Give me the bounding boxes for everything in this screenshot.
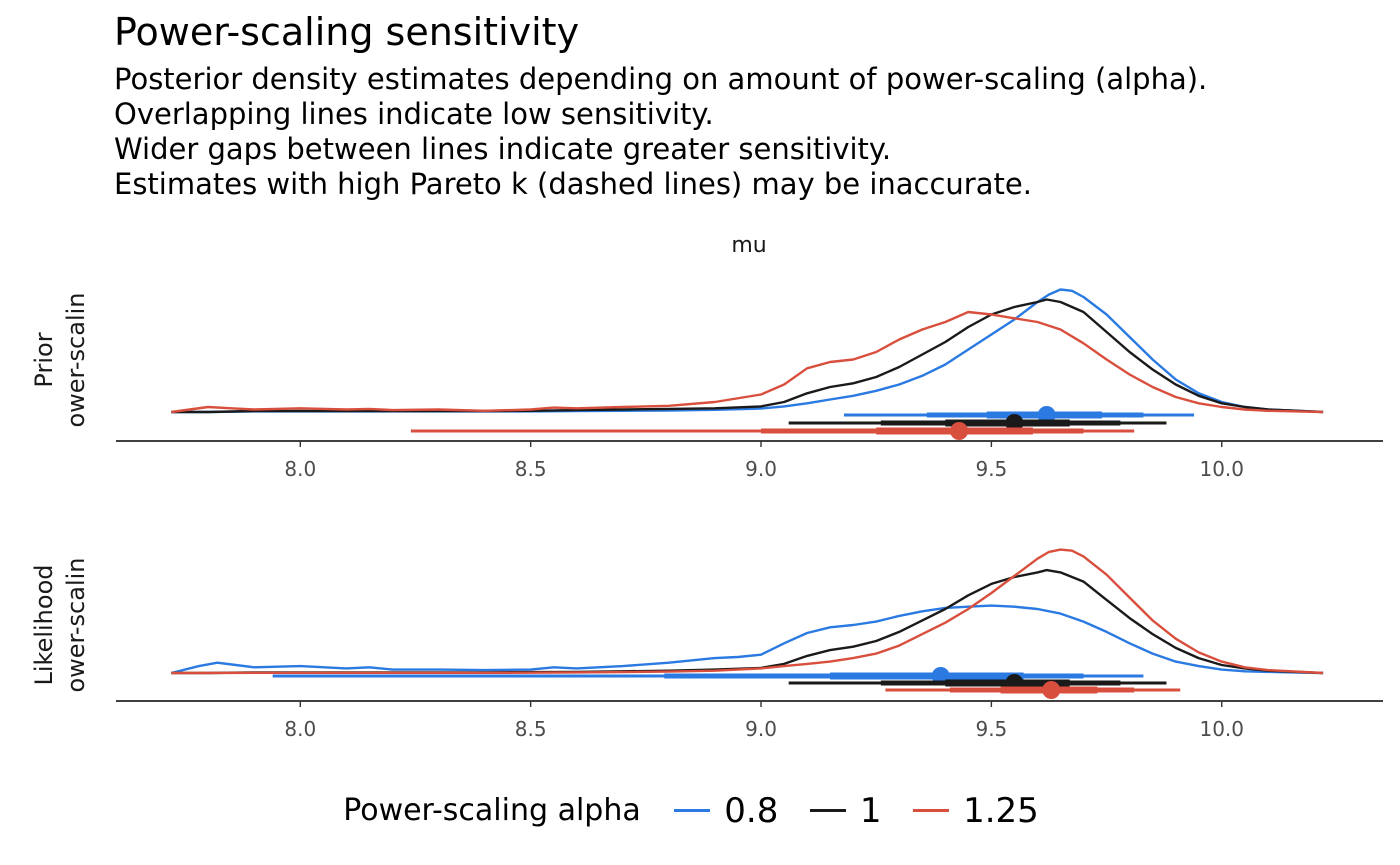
prior-row-label-line1: Prior [30, 332, 58, 387]
prior-interval-1-25-point [950, 422, 969, 440]
prior-tick-label-0: 8.0 [284, 457, 316, 481]
legend-label-0-8: 0.8 [724, 790, 779, 831]
facet-label: mu [731, 233, 766, 258]
likelihood-density-0-8 [171, 604, 1324, 675]
prior-density-1-25 [171, 310, 1324, 414]
likelihood-interval-1-25-point [1042, 681, 1061, 699]
prior-tick-label-2: 9.0 [745, 457, 777, 481]
legend-swatch-1 [809, 809, 846, 813]
legend-title: Power-scaling alpha [343, 792, 641, 828]
subtitle-line-4: Estimates with high Pareto k (dashed lin… [114, 167, 1032, 201]
likelihood-tick-label-3: 9.5 [975, 717, 1007, 741]
prior-tick-label-1: 8.5 [515, 457, 547, 481]
legend-label-1: 1 [859, 790, 882, 831]
likelihood-tick-label-2: 9.0 [745, 717, 777, 741]
likelihood-density-1-25 [171, 548, 1324, 675]
likelihood-row-label-line2: ower-scalin [62, 557, 90, 692]
prior-tick-label-3: 9.5 [975, 457, 1007, 481]
prior-tick-label-4: 10.0 [1199, 457, 1244, 481]
prior-density-0-8 [171, 288, 1324, 414]
likelihood-tick-label-4: 10.0 [1199, 717, 1244, 741]
legend-swatch-1-25 [913, 809, 950, 813]
subtitle-line-2: Overlapping lines indicate low sensitivi… [114, 97, 714, 131]
likelihood-tick-label-0: 8.0 [284, 717, 316, 741]
subtitle-line-1: Posterior density estimates depending on… [114, 62, 1208, 96]
legend-item-1: 1 [809, 790, 900, 831]
chart-subtitle: Posterior density estimates depending on… [114, 62, 1207, 202]
likelihood-density-1 [171, 568, 1324, 675]
legend-swatch-0-8 [674, 809, 711, 813]
legend-label-1-25: 1.25 [963, 790, 1039, 831]
prior-row-label-line2: ower-scalin [62, 292, 90, 427]
legend-item-1-25: 1.25 [913, 790, 1057, 831]
subtitle-line-3: Wider gaps between lines indicate greate… [114, 132, 892, 166]
legend-item-0-8: 0.8 [674, 790, 796, 831]
prior-density-1 [171, 298, 1324, 414]
chart-title: Power-scaling sensitivity [114, 10, 580, 54]
likelihood-row-label-line1: Likelihood [30, 565, 58, 686]
legend: Power-scaling alpha 0.8 1 1.25 [0, 790, 1400, 831]
likelihood-tick-label-1: 8.5 [515, 717, 547, 741]
